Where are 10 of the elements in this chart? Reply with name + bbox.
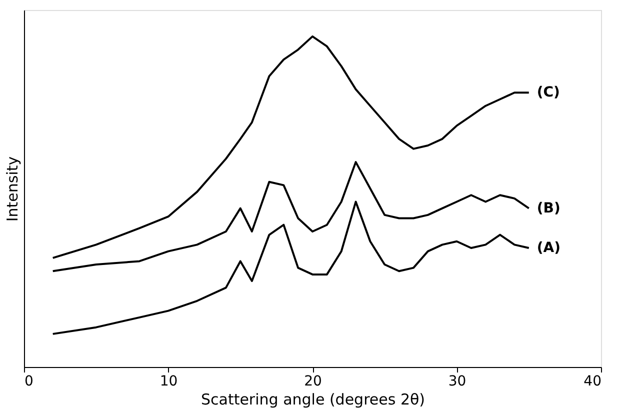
- x-tick-label: 40: [584, 374, 602, 390]
- y-axis-title: Intensity: [4, 156, 22, 222]
- series-label: (A): [536, 240, 561, 256]
- x-tick-label: 30: [448, 374, 466, 390]
- x-tick-label: 10: [160, 374, 178, 390]
- series-label: (B): [536, 200, 560, 216]
- x-tick-label: 20: [304, 374, 322, 390]
- x-tick-label: 0: [24, 374, 34, 390]
- x-axis-title: Scattering angle (degrees 2θ): [200, 390, 426, 408]
- series-label: (C): [536, 84, 560, 101]
